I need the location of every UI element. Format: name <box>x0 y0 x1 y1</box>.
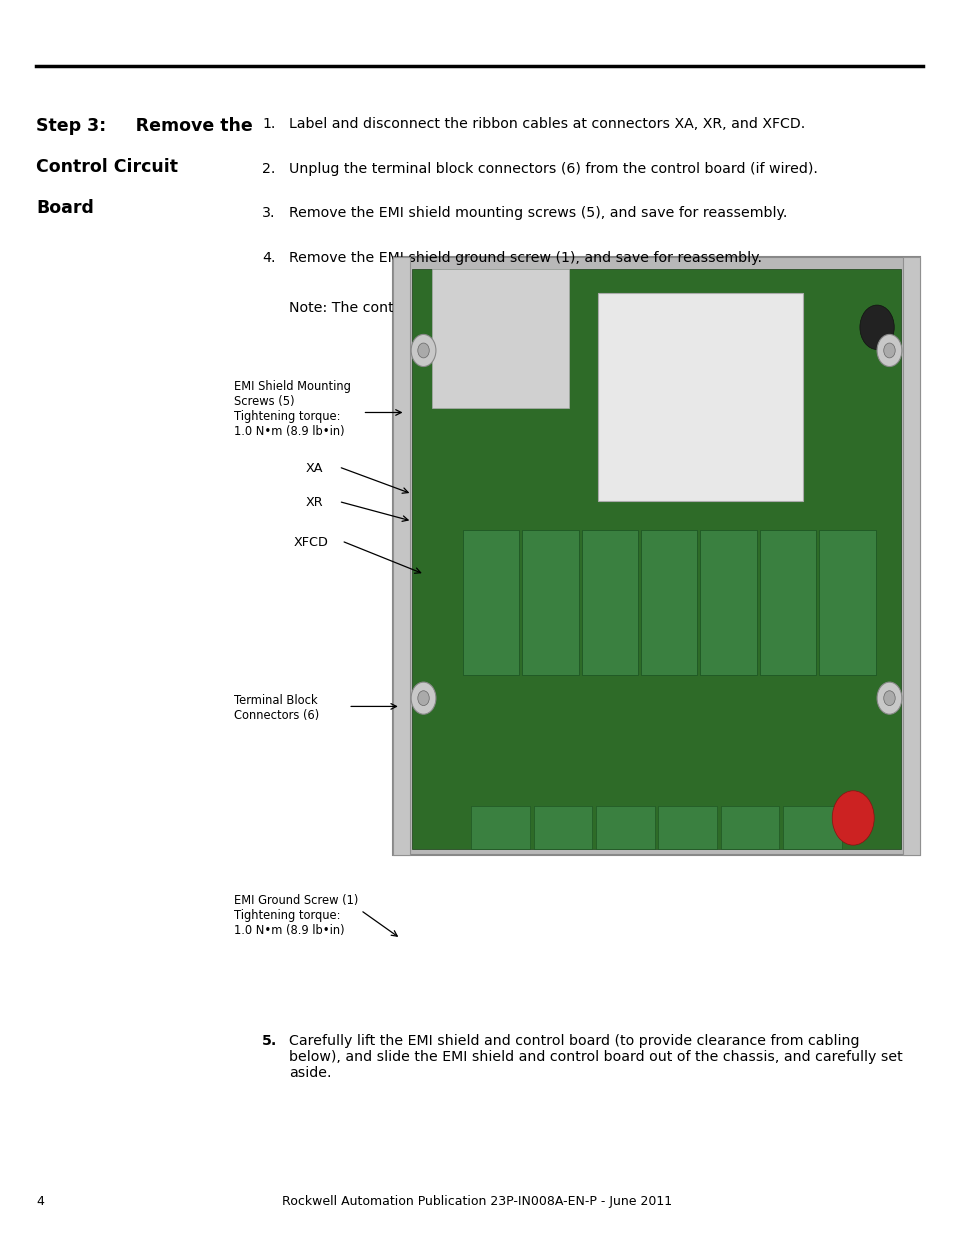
Circle shape <box>411 335 436 367</box>
Bar <box>462 530 518 676</box>
Bar <box>412 269 900 848</box>
Circle shape <box>882 690 894 705</box>
Circle shape <box>882 343 894 358</box>
Text: 4.: 4. <box>262 251 275 264</box>
Text: 5.: 5. <box>262 1034 277 1047</box>
Text: EMI Ground Screw (1)
Tightening torque:
1.0 N•m (8.9 lb•in): EMI Ground Screw (1) Tightening torque: … <box>233 894 357 937</box>
Text: Note: The control board remains mounted to the EMI shield.: Note: The control board remains mounted … <box>289 301 715 315</box>
Text: Unplug the terminal block connectors (6) from the control board (if wired).: Unplug the terminal block connectors (6)… <box>289 162 817 175</box>
Circle shape <box>831 790 873 845</box>
Text: Step 3:   Remove the: Step 3: Remove the <box>36 117 253 136</box>
Circle shape <box>417 690 429 705</box>
Bar <box>819 530 875 676</box>
Text: 2.: 2. <box>262 162 275 175</box>
Bar <box>700 530 756 676</box>
Bar <box>759 530 816 676</box>
Bar <box>598 293 802 501</box>
Text: Board: Board <box>36 199 94 217</box>
Text: Remove the EMI shield ground screw (1), and save for reassembly.: Remove the EMI shield ground screw (1), … <box>289 251 761 264</box>
Text: 4: 4 <box>36 1194 44 1208</box>
Text: 3.: 3. <box>262 206 275 220</box>
Text: 1.: 1. <box>262 117 275 131</box>
Bar <box>640 530 697 676</box>
Bar <box>431 269 568 409</box>
Text: XA: XA <box>305 462 322 475</box>
Bar <box>658 805 717 848</box>
Text: EMI Shield Mounting
Screws (5)
Tightening torque:
1.0 N•m (8.9 lb•in): EMI Shield Mounting Screws (5) Tightenin… <box>233 380 351 438</box>
Text: Terminal Block
Connectors (6): Terminal Block Connectors (6) <box>233 694 318 722</box>
Bar <box>596 805 654 848</box>
Circle shape <box>859 305 893 350</box>
Bar <box>471 805 529 848</box>
Circle shape <box>876 335 901 367</box>
Text: Remove the EMI shield mounting screws (5), and save for reassembly.: Remove the EMI shield mounting screws (5… <box>289 206 786 220</box>
Bar <box>720 805 779 848</box>
Bar <box>393 257 919 855</box>
Circle shape <box>411 682 436 714</box>
Bar <box>521 530 578 676</box>
Bar <box>782 805 841 848</box>
Bar <box>393 257 410 855</box>
Text: Control Circuit: Control Circuit <box>36 158 178 177</box>
Text: Label and disconnect the ribbon cables at connectors XA, XR, and XFCD.: Label and disconnect the ribbon cables a… <box>289 117 804 131</box>
Bar <box>581 530 638 676</box>
Bar <box>533 805 592 848</box>
Text: Carefully lift the EMI shield and control board (to provide clearance from cabli: Carefully lift the EMI shield and contro… <box>289 1034 902 1081</box>
Text: Rockwell Automation Publication 23P-IN008A-EN-P - June 2011: Rockwell Automation Publication 23P-IN00… <box>282 1194 671 1208</box>
Text: XR: XR <box>305 496 322 510</box>
Circle shape <box>876 682 901 714</box>
Text: XFCD: XFCD <box>294 536 329 550</box>
Circle shape <box>417 343 429 358</box>
Bar <box>902 257 919 855</box>
